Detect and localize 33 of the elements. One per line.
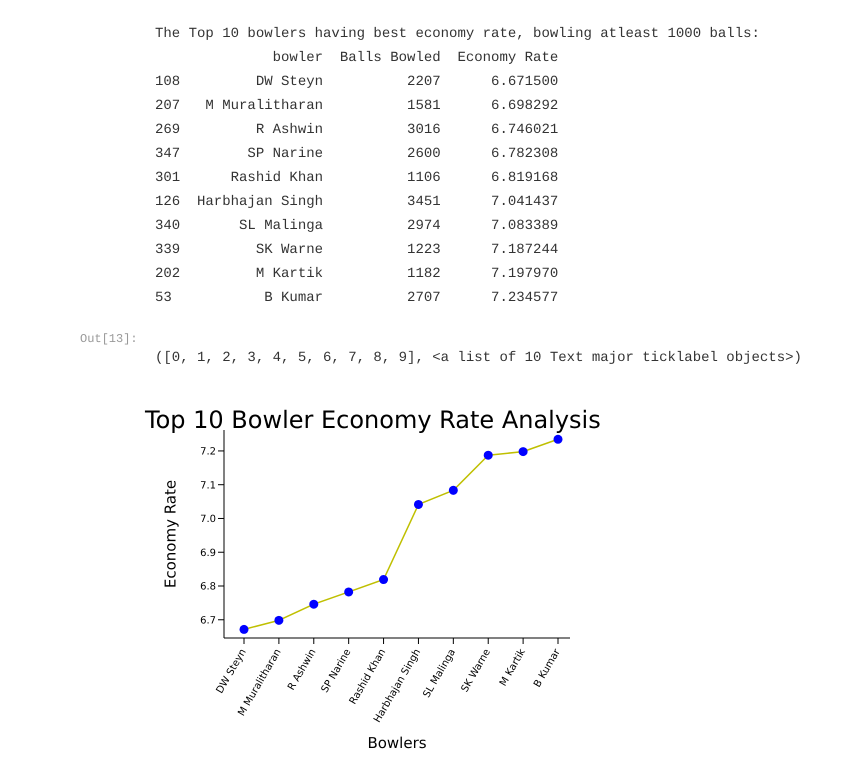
point <box>344 587 354 596</box>
chart-title: Top 10 Bowler Economy Rate Analysis <box>145 406 601 434</box>
point <box>379 575 388 584</box>
point <box>484 450 493 460</box>
point <box>309 600 318 609</box>
y-tick-label: 7.2 <box>200 446 216 458</box>
point <box>518 447 528 456</box>
text: 207 M Muralitharan 1581 6.698292 <box>155 98 558 114</box>
text: 301 Rashid Khan 1106 6.819168 <box>155 170 558 186</box>
y-axis-title: Economy Rate <box>161 480 180 588</box>
text: Out[13]: <box>80 332 138 346</box>
text: 108 DW Steyn 2207 6.671500 <box>155 74 558 90</box>
text: 53 B Kumar 2707 7.234577 <box>155 290 558 306</box>
y-tick-label: 6.7 <box>200 615 216 626</box>
text: 340 SL Malinga 2974 7.083389 <box>155 218 558 234</box>
point <box>553 434 563 444</box>
text: 347 SP Narine 2600 6.782308 <box>155 146 558 162</box>
point <box>448 486 458 495</box>
y-tick-label: 7.1 <box>200 480 216 492</box>
text: 339 SK Warne 1223 7.187244 <box>155 242 558 258</box>
text: 126 Harbhajan Singh 3451 7.041437 <box>155 194 558 210</box>
y-tick-label: 7.0 <box>200 514 216 526</box>
x-axis-title: Bowlers <box>367 734 427 752</box>
point <box>239 624 249 634</box>
text: The Top 10 bowlers having best economy rate, bowling atleast 1000 balls: <box>155 26 760 42</box>
text: bowler Balls Bowled Economy Rate <box>272 50 558 66</box>
point <box>274 616 284 625</box>
text: ([0, 1, 2, 3, 4, 5, 6, 7, 8, 9], <a list of 10 Text major ticklabel objects>) <box>155 350 802 366</box>
point <box>414 500 423 509</box>
text: 269 R Ashwin 3016 6.746021 <box>155 122 558 138</box>
y-tick-label: 6.8 <box>200 582 216 593</box>
text: 202 M Kartik 1182 7.197970 <box>155 266 558 282</box>
y-tick-label: 6.9 <box>200 548 216 559</box>
